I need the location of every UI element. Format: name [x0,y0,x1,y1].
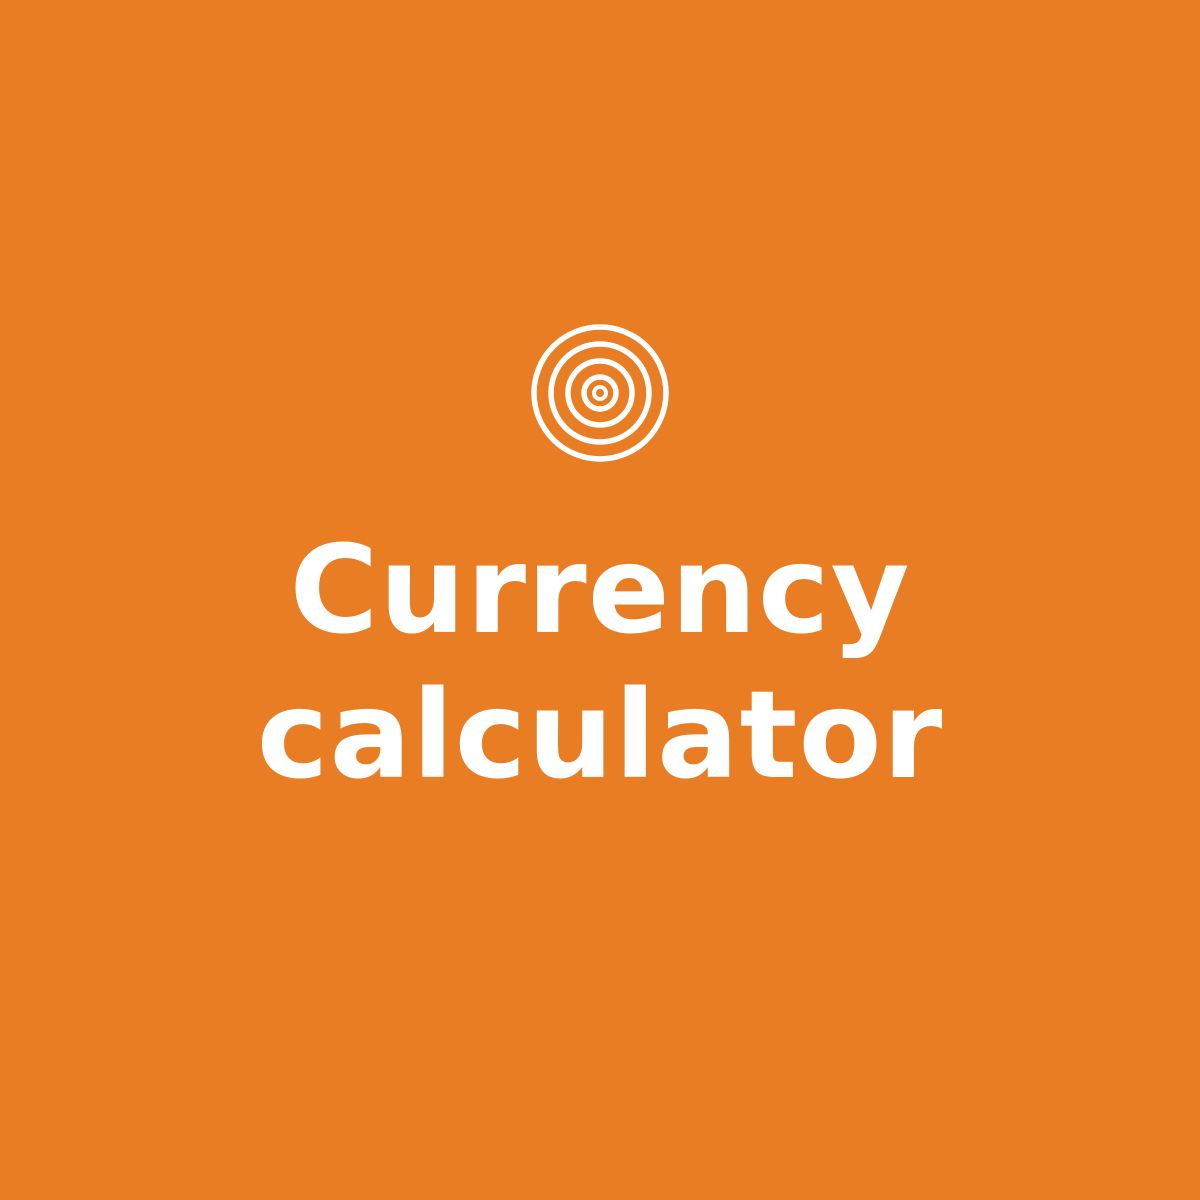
title-line-currency: Currency [289,520,911,661]
concentric-circles-icon [530,323,670,463]
title-line-calculator: calculator [256,665,944,806]
tile-title: Currency calculator [0,518,1200,808]
